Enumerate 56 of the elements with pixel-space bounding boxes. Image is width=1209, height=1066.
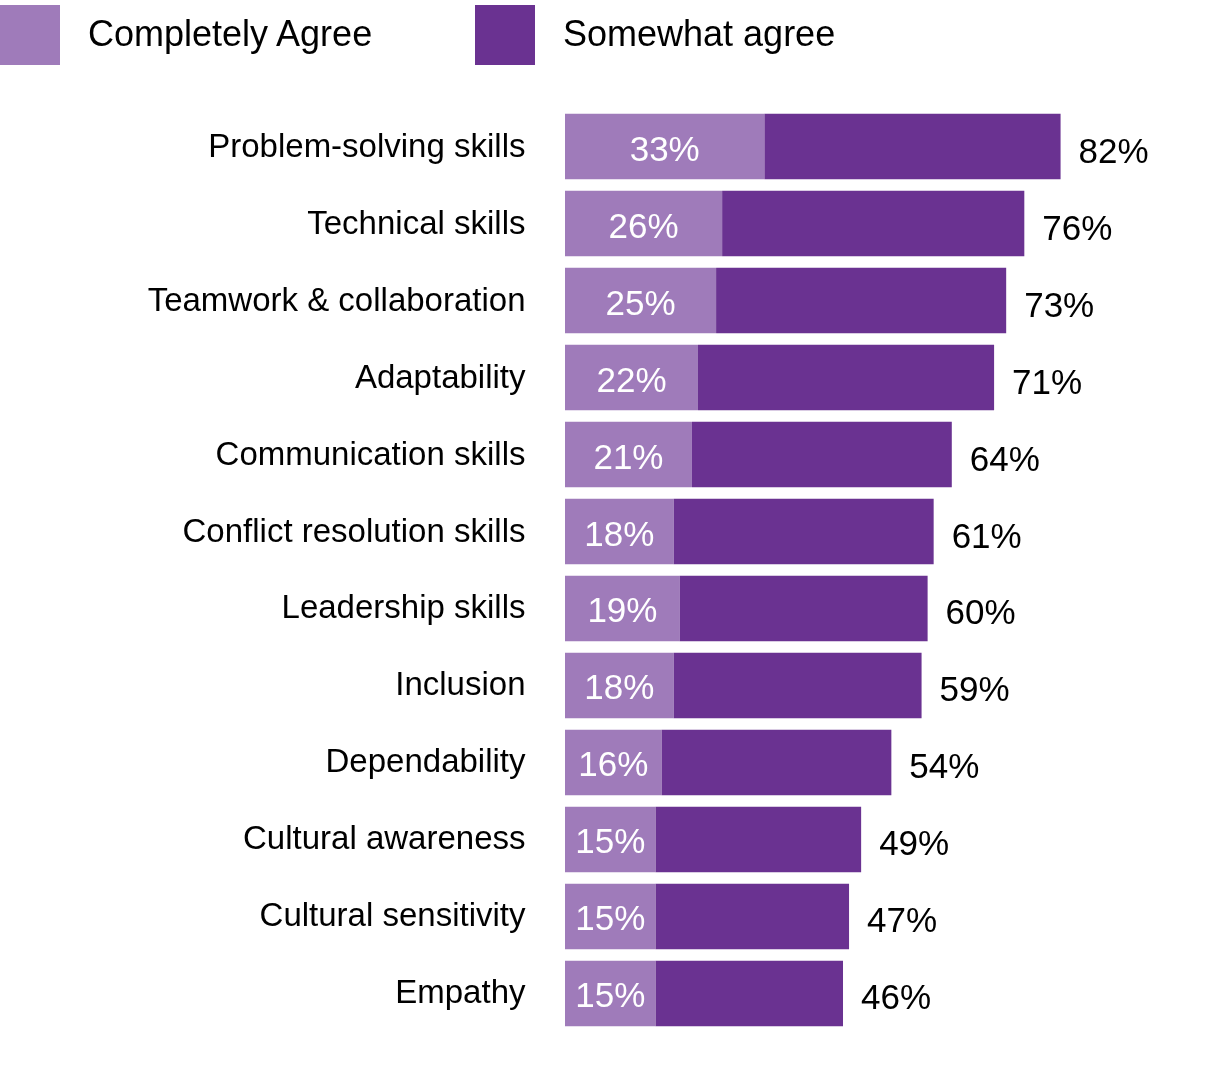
data-label: 18% <box>584 667 655 707</box>
bar <box>722 190 1025 257</box>
y-tick-label: Cultural sensitivity <box>259 896 526 934</box>
bar <box>764 113 1061 180</box>
bar <box>673 652 922 719</box>
total-label: 54% <box>909 746 980 786</box>
y-tick-label: Leadership skills <box>281 588 526 626</box>
bar <box>565 421 692 488</box>
data-label: 18% <box>584 513 655 553</box>
bar <box>691 421 952 488</box>
y-tick-label: Cultural awareness <box>243 819 526 857</box>
data-label: 21% <box>593 436 664 476</box>
total-label: 71% <box>1012 361 1083 401</box>
bar <box>565 190 723 257</box>
y-tick-label: Teamwork & collaboration <box>147 280 526 318</box>
bar <box>697 344 995 411</box>
total-label: 49% <box>879 823 950 863</box>
y-tick-label: Inclusion <box>395 665 526 703</box>
total-label: 73% <box>1024 284 1095 324</box>
data-label: 33% <box>629 128 700 168</box>
legend-label: Completely Agree <box>88 13 373 54</box>
total-label: 59% <box>939 669 1010 709</box>
y-tick-label: Adaptability <box>354 357 526 395</box>
y-tick-label: Empathy <box>395 973 526 1011</box>
total-label: 61% <box>951 515 1022 555</box>
total-label: 46% <box>861 977 932 1017</box>
bar <box>565 267 717 334</box>
bar <box>661 729 892 796</box>
data-label: 22% <box>596 359 667 399</box>
bar <box>655 960 844 1027</box>
data-label: 25% <box>605 282 676 322</box>
total-label: 60% <box>945 592 1016 632</box>
data-label: 15% <box>575 898 646 938</box>
legend-label: Somewhat agree <box>563 13 836 54</box>
y-tick-label: Conflict resolution skills <box>182 511 526 549</box>
y-tick-label: Communication skills <box>215 434 526 472</box>
bar <box>565 113 765 180</box>
total-label: 47% <box>867 900 938 940</box>
bar <box>565 575 680 642</box>
total-label: 64% <box>969 438 1040 478</box>
y-tick-label: Dependability <box>325 742 526 780</box>
data-label: 15% <box>575 821 646 861</box>
bar <box>679 575 928 642</box>
bar <box>673 498 934 565</box>
data-label: 19% <box>587 590 658 630</box>
total-label: 76% <box>1042 207 1113 247</box>
bar <box>565 344 698 411</box>
bar <box>655 883 850 950</box>
total-label: 82% <box>1078 130 1149 170</box>
data-label: 15% <box>575 975 646 1015</box>
bar <box>655 806 862 873</box>
data-label: 16% <box>578 744 649 784</box>
bar <box>716 267 1007 334</box>
y-tick-label: Problem-solving skills <box>208 126 526 164</box>
y-tick-label: Technical skills <box>307 203 526 241</box>
data-label: 26% <box>608 205 679 245</box>
